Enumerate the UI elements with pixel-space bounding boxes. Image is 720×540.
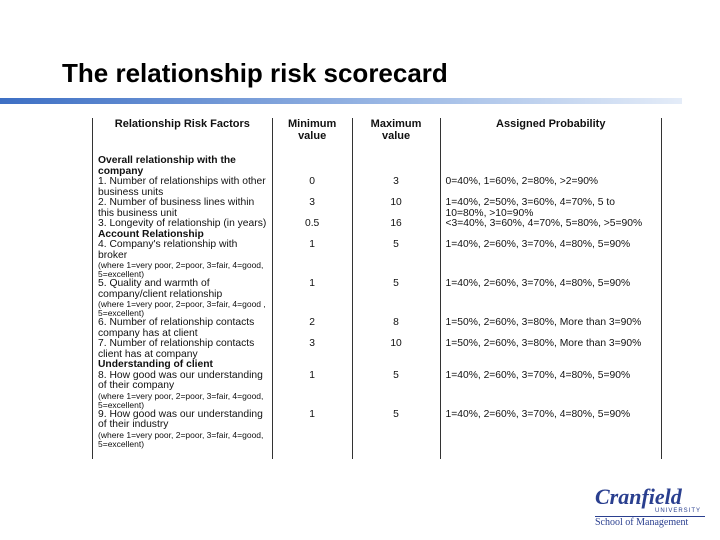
table-row: 2. Number of business lines within this … bbox=[92, 197, 662, 219]
min-value: 1 bbox=[271, 278, 353, 318]
empty-cell bbox=[271, 448, 353, 459]
empty-cell bbox=[351, 156, 441, 177]
factor-note: (where 1=very poor, 2=poor, 3=fair, 4=go… bbox=[98, 299, 266, 318]
min-value: 0 bbox=[271, 176, 353, 198]
factor-cell: 5. Quality and warmth of company/client … bbox=[92, 278, 273, 318]
max-value: 5 bbox=[351, 239, 441, 279]
factor: 5. Quality and warmth of company/client … bbox=[98, 278, 223, 300]
probability: 1=50%, 2=60%, 3=80%, More than 3=90% bbox=[439, 338, 662, 360]
max-value: 16 bbox=[351, 218, 441, 230]
factor-note: (where 1=very poor, 2=poor, 3=fair, 4=go… bbox=[98, 429, 264, 449]
empty-cell bbox=[439, 448, 662, 459]
column-header: Minimum value bbox=[271, 118, 353, 156]
slide-title: The relationship risk scorecard bbox=[62, 58, 448, 88]
empty-cell bbox=[271, 360, 353, 371]
min-value: 1 bbox=[271, 370, 353, 410]
factor-cell: 8. How good was our understanding of the… bbox=[92, 369, 273, 410]
empty-cell bbox=[439, 156, 662, 177]
factor-cell: 1. Number of relationships with other bu… bbox=[92, 176, 273, 198]
logo: Cranfield UNIVERSITY School of Managemen… bbox=[595, 484, 705, 528]
probability: 1=40%, 2=60%, 3=70%, 4=80%, 5=90% bbox=[439, 409, 662, 449]
factor: 1. Number of relationships with other bu… bbox=[98, 176, 266, 198]
probability: 1=40%, 2=60%, 3=70%, 4=80%, 5=90% bbox=[439, 370, 662, 410]
section-label: Overall relationship with the company bbox=[92, 155, 273, 177]
probability: <3=40%, 3=60%, 4=70%, 5=80%, >5=90% bbox=[439, 218, 662, 230]
min-value: 3 bbox=[271, 197, 353, 219]
factor-note: (where 1=very poor, 2=poor, 3=fair, 4=go… bbox=[98, 260, 264, 279]
table-row: Overall relationship with the company bbox=[92, 155, 662, 177]
factor: 4. Company's relationship with broker bbox=[98, 239, 238, 261]
empty-cell bbox=[351, 448, 441, 459]
header-row: Relationship Risk Factors Minimum value Ma… bbox=[92, 118, 662, 156]
max-value: 5 bbox=[351, 370, 441, 410]
min-value: 3 bbox=[271, 338, 353, 360]
table-row: Understanding of client bbox=[92, 359, 662, 371]
factor-cell: 4. Company's relationship with broker (wh… bbox=[92, 239, 273, 279]
logo-school: School of Management bbox=[595, 516, 705, 528]
empty-cell bbox=[271, 156, 353, 177]
factor-cell: 9. How good was our understanding of the… bbox=[92, 408, 273, 449]
column-header: Maximum value bbox=[351, 118, 441, 156]
min-value: 1 bbox=[271, 409, 353, 449]
logo-sub: UNIVERSITY bbox=[655, 508, 702, 514]
table-row: 4. Company's relationship with broker (wh… bbox=[92, 239, 662, 279]
factor-note: (where 1=very poor, 2=poor, 3=fair, 4=go… bbox=[98, 390, 264, 410]
factor-cell: 7. Number of relationship contacts clien… bbox=[92, 338, 273, 360]
factor: 7. Number of relationship contacts clien… bbox=[98, 338, 255, 360]
factor-cell: 6. Number of relationship contacts compa… bbox=[92, 317, 273, 339]
max-value: 3 bbox=[351, 176, 441, 198]
empty-cell bbox=[439, 229, 662, 240]
table-row: 6. Number of relationship contacts compa… bbox=[92, 317, 662, 339]
min-value: 0.5 bbox=[271, 218, 353, 230]
max-value: 5 bbox=[351, 278, 441, 318]
empty-cell bbox=[271, 229, 353, 240]
table-row: Account Relationship bbox=[92, 229, 662, 240]
max-value: 10 bbox=[351, 338, 441, 360]
column-header: Assigned Probability bbox=[439, 118, 662, 156]
factor-cell: 2. Number of business lines within this … bbox=[92, 197, 273, 219]
probability: 1=50%, 2=60%, 3=80%, More than 3=90% bbox=[439, 317, 662, 339]
factor: 3. Longevity of relationship (in years) bbox=[98, 218, 267, 229]
empty-cell bbox=[92, 448, 273, 459]
table-row: 3. Longevity of relationship (in years) 0… bbox=[92, 218, 662, 230]
factor: 6. Number of relationship contacts compa… bbox=[98, 317, 255, 339]
table-row: 1. Number of relationships with other bu… bbox=[92, 176, 662, 198]
table-row: 8. How good was our understanding of the… bbox=[92, 369, 662, 410]
title-bar bbox=[0, 98, 682, 104]
table-row: 5. Quality and warmth of company/client … bbox=[92, 278, 662, 318]
max-value: 5 bbox=[351, 409, 441, 449]
logo-name: Cranfield bbox=[595, 484, 682, 509]
probability: 0=40%, 1=60%, 2=80%, >2=90% bbox=[439, 176, 662, 198]
factor: 2. Number of business lines within this … bbox=[98, 197, 255, 219]
probability: 1=40%, 2=60%, 3=70%, 4=80%, 5=90% bbox=[439, 239, 662, 279]
max-value: 10 bbox=[351, 197, 441, 219]
column-header: Relationship Risk Factors bbox=[92, 118, 273, 156]
min-value: 2 bbox=[271, 317, 353, 339]
factor: 9. How good was our understanding of the… bbox=[98, 408, 263, 430]
table-row: 7. Number of relationship contacts clien… bbox=[92, 338, 662, 360]
scorecard-table: Relationship Risk Factors Minimum value Ma… bbox=[92, 118, 662, 459]
empty-cell bbox=[351, 360, 441, 371]
table-end bbox=[92, 448, 662, 459]
table-body: Overall relationship with the company 1. … bbox=[92, 155, 662, 459]
table-row: 9. How good was our understanding of the… bbox=[92, 408, 662, 449]
factor-cell: 3. Longevity of relationship (in years) bbox=[92, 218, 273, 230]
max-value: 8 bbox=[351, 317, 441, 339]
probability: 1=40%, 2=50%, 3=60%, 4=70%, 5 to 10=80%,… bbox=[439, 197, 662, 219]
factor: 8. How good was our understanding of the… bbox=[98, 369, 263, 391]
min-value: 1 bbox=[271, 239, 353, 279]
empty-cell bbox=[351, 229, 441, 240]
probability: 1=40%, 2=60%, 3=70%, 4=80%, 5=90% bbox=[439, 278, 662, 318]
empty-cell bbox=[439, 360, 662, 371]
